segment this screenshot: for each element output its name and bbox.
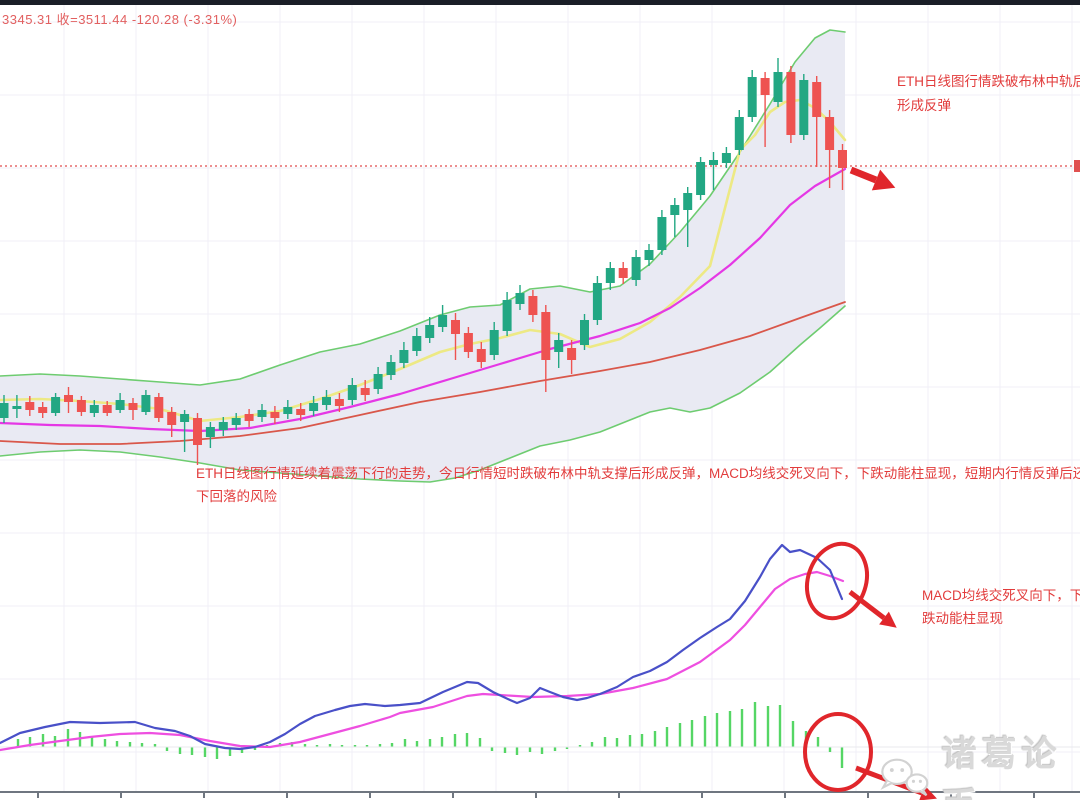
candle-body xyxy=(592,283,602,320)
candle-body xyxy=(451,320,460,334)
highlight-circle xyxy=(803,712,873,792)
candle-body xyxy=(167,412,177,425)
candle-body xyxy=(515,293,525,304)
candle-body xyxy=(64,395,73,402)
candle-body xyxy=(180,414,190,422)
candle-body xyxy=(670,205,680,215)
candle-body xyxy=(825,117,835,150)
wechat-watermark: 诸葛论币 xyxy=(878,726,1080,800)
annotation-line: ETH日线图行情跌破布林中轨后 xyxy=(897,74,1080,89)
bollinger-lower-band xyxy=(0,305,846,483)
candle-body xyxy=(270,412,280,418)
candle-body xyxy=(463,333,473,352)
candle-body xyxy=(322,397,331,405)
candle-body xyxy=(425,325,435,338)
candle-body xyxy=(721,153,731,163)
last-price-tag xyxy=(1074,160,1080,172)
candle-body xyxy=(799,80,809,135)
candle-body xyxy=(567,348,577,360)
candle-body xyxy=(580,320,589,345)
red-arrow-shaft xyxy=(848,590,886,620)
candle-body xyxy=(128,403,138,410)
candle-body xyxy=(812,82,822,117)
candle-body xyxy=(154,397,164,418)
candle-body xyxy=(528,296,538,315)
candle-body xyxy=(760,78,770,95)
wechat-icon xyxy=(880,758,929,797)
highlight-circle xyxy=(805,541,869,621)
candle-body xyxy=(102,405,112,413)
annotation-bollinger-rebound: ETH日线图行情跌破布林中轨后 形成反弹 xyxy=(897,70,1080,118)
annotation-line: 跌动能柱显现 xyxy=(922,611,1003,626)
candle-body xyxy=(12,406,22,409)
candle-body xyxy=(644,250,654,260)
candle-body xyxy=(257,410,267,417)
candle-body xyxy=(683,193,693,210)
candle-body xyxy=(438,315,448,327)
candle-body xyxy=(296,409,306,415)
candle-body xyxy=(347,385,357,400)
candle-body xyxy=(502,300,512,331)
candles-layer xyxy=(0,58,847,465)
candle-body xyxy=(541,312,551,360)
candle-body xyxy=(360,388,370,395)
candle-body xyxy=(709,160,718,165)
candle-body xyxy=(373,374,383,389)
candle-body xyxy=(734,117,744,150)
long-ma-line xyxy=(0,301,846,445)
annotation-line: 形成反弹 xyxy=(897,98,951,113)
candle-body xyxy=(786,72,796,135)
annotation-line: 下回落的风险 xyxy=(196,489,277,504)
candle-body xyxy=(334,399,344,406)
background-grid xyxy=(0,5,1080,792)
candle-body xyxy=(89,405,99,413)
candle-body xyxy=(218,422,228,430)
macd-histogram xyxy=(16,702,844,768)
candle-body xyxy=(657,217,667,250)
magenta-ma-line xyxy=(0,167,847,433)
top-dark-bar xyxy=(0,0,1080,5)
candle-body xyxy=(476,349,486,362)
candle-body xyxy=(554,340,564,352)
candle-body xyxy=(631,257,641,280)
candle-body xyxy=(38,407,48,413)
candle-body xyxy=(141,395,151,412)
annotation-market-analysis: ETH日线图行情延续着震荡下行的走势，今日行情短时跌破布林中轨支撑后形成反弹，M… xyxy=(196,462,1080,508)
candle-body xyxy=(412,336,422,351)
candle-body xyxy=(696,162,706,195)
candle-body xyxy=(386,362,396,375)
candle-body xyxy=(115,400,125,410)
candle-body xyxy=(76,400,86,412)
watermark-label: 诸葛论币 xyxy=(941,735,1062,800)
red-arrow-shaft xyxy=(849,166,878,184)
candle-body xyxy=(838,150,847,168)
bollinger-band-fill xyxy=(0,30,845,482)
macd-dif-line xyxy=(0,543,844,751)
candle-body xyxy=(231,418,241,425)
candle-body xyxy=(773,72,783,102)
red-arrow-head xyxy=(879,611,897,628)
candle-body xyxy=(205,427,215,437)
macd-dea-line xyxy=(0,570,845,752)
bollinger-upper-band xyxy=(0,29,846,386)
annotation-line: MACD均线交死叉向下，下 xyxy=(922,588,1080,603)
candle-body xyxy=(51,397,61,413)
red-arrow-head xyxy=(871,169,896,191)
annotation-macd-death-cross: MACD均线交死叉向下，下 跌动能柱显现 xyxy=(922,584,1080,630)
candle-body xyxy=(0,403,9,418)
candle-body xyxy=(747,77,757,117)
candle-body xyxy=(618,268,628,278)
candle-body xyxy=(399,350,409,363)
candle-body xyxy=(25,402,35,410)
candle-body xyxy=(193,418,202,445)
annotation-line: ETH日线图行情延续着震荡下行的走势，今日行情短时跌破布林中轨支撑后形成反弹，M… xyxy=(196,466,1080,481)
price-info-readout: 3345.31 收=3511.44 -120.28 (-3.31%) xyxy=(2,12,238,27)
candle-body xyxy=(605,268,615,283)
candle-body xyxy=(244,414,254,421)
candle-body xyxy=(309,403,319,411)
candle-body xyxy=(489,330,499,355)
candle-body xyxy=(283,407,293,414)
